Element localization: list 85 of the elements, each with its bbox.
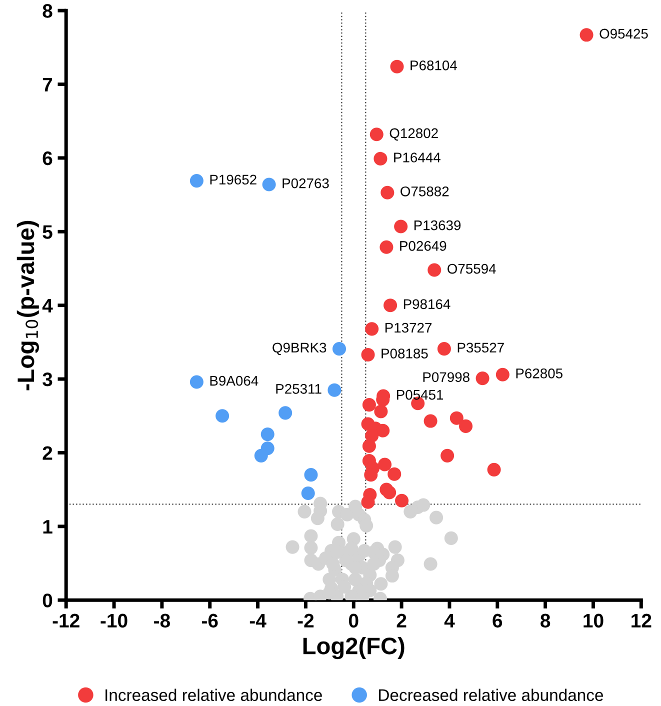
point — [380, 240, 394, 254]
annotation: P05451 — [396, 390, 444, 400]
x-tick-label: -2 — [298, 614, 314, 628]
point — [332, 342, 346, 356]
point — [216, 409, 230, 423]
annotation: P16444 — [394, 152, 440, 162]
point — [370, 128, 384, 142]
point — [378, 458, 392, 472]
x-tick-label: 8 — [540, 614, 550, 628]
y-axis-title: -Log$_{10}$(p-value) — [16, 220, 39, 390]
annotation: P19652 — [210, 174, 256, 185]
point — [388, 467, 402, 481]
annotation: P07998 — [423, 372, 470, 382]
x-tick-label: 10 — [584, 614, 604, 628]
x-tick-label: 6 — [492, 614, 502, 628]
point — [254, 448, 268, 462]
point — [580, 28, 594, 42]
x-axis-title: Log2(FC) — [303, 636, 404, 660]
point — [361, 348, 375, 362]
annotation: P02763 — [282, 178, 329, 188]
y-tick-label: 2 — [42, 446, 52, 460]
point — [262, 178, 276, 192]
point — [487, 462, 501, 476]
point — [380, 186, 394, 200]
annotation: P98164 — [404, 299, 450, 310]
annotation: P13727 — [385, 322, 432, 333]
annotation: O75882 — [400, 186, 449, 196]
annotation: P08185 — [382, 348, 428, 358]
point — [328, 383, 342, 397]
annotation: P25311 — [276, 384, 322, 394]
point — [190, 375, 204, 389]
x-tick-label: -10 — [100, 614, 128, 628]
x-tick-label: 0 — [348, 614, 358, 628]
point — [361, 495, 375, 509]
point — [476, 372, 490, 386]
y-tick-label: 7 — [42, 78, 52, 92]
point — [278, 406, 292, 420]
point — [362, 398, 376, 412]
y-tick-label: 1 — [43, 520, 52, 534]
annotation: Q9BRK3 — [272, 342, 326, 356]
point — [374, 404, 388, 418]
x-tick-label: -4 — [250, 614, 266, 628]
point — [395, 494, 409, 508]
point — [440, 448, 454, 462]
y-tick-label: 0 — [42, 594, 52, 608]
y-tick-label: 6 — [42, 151, 52, 166]
annotation: B9A064 — [210, 376, 258, 386]
point — [428, 263, 442, 277]
annotation: P13639 — [414, 220, 461, 230]
point — [390, 60, 404, 74]
x-tick-label: 2 — [396, 614, 406, 628]
x-tick-label: -12 — [52, 614, 80, 628]
point — [424, 414, 438, 428]
point — [362, 439, 376, 453]
point — [437, 342, 451, 356]
point — [450, 411, 464, 425]
point — [394, 220, 408, 234]
point — [364, 468, 378, 482]
y-tick-label: 5 — [42, 225, 52, 239]
annotation: P35527 — [458, 342, 504, 353]
point — [374, 152, 388, 166]
point — [496, 368, 510, 382]
x-tick-label: -6 — [202, 614, 218, 628]
legend-label: Increased relative abundance — [106, 688, 322, 702]
point — [190, 174, 204, 188]
point — [260, 428, 274, 442]
annotation: O75594 — [448, 264, 496, 274]
point — [304, 468, 318, 482]
x-tick-label: 12 — [632, 614, 652, 628]
x-tick-label: 4 — [444, 614, 455, 628]
point — [384, 298, 398, 312]
point — [382, 486, 396, 500]
annotation: P02649 — [400, 241, 446, 251]
annotation: O95425 — [600, 28, 648, 39]
annotation: Q12802 — [390, 128, 438, 141]
point — [301, 486, 315, 500]
legend-label: Decreased relative abundance — [379, 688, 604, 702]
y-tick-label: 4 — [42, 299, 53, 312]
point — [459, 419, 473, 433]
annotation: P62805 — [516, 368, 562, 378]
point — [365, 322, 379, 336]
y-tick-label: 8 — [42, 4, 52, 18]
x-tick-label: -8 — [154, 614, 170, 628]
y-tick-label: 3 — [42, 372, 52, 386]
annotation: P68104 — [410, 60, 457, 70]
